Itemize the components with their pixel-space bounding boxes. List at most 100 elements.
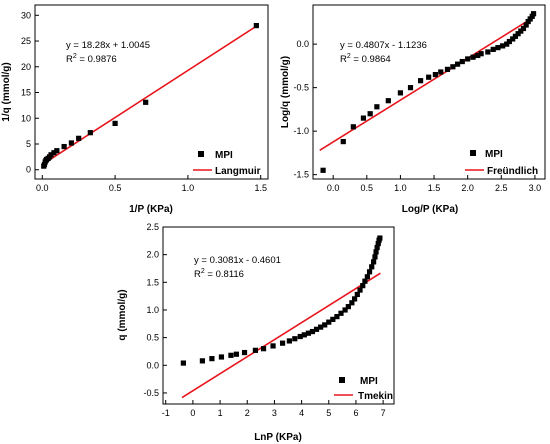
data-point [515, 31, 521, 37]
legend-label-mpi: MPI [360, 376, 378, 387]
langmuir-y-axis-label: 1/q (mmol/g) [1, 62, 12, 121]
y-tick-label: 0.0 [296, 39, 309, 49]
y-tick-label: 15 [21, 88, 31, 98]
data-point [233, 351, 239, 357]
data-point [504, 41, 510, 47]
data-point [218, 354, 225, 360]
data-point [228, 352, 234, 358]
x-tick-label: 2.0 [461, 183, 474, 193]
temkin-x-axis-label: LnP (KPa) [254, 432, 302, 443]
legend-marker-mpi [470, 150, 476, 156]
data-point [313, 326, 320, 332]
data-point [372, 254, 378, 260]
data-point [180, 360, 186, 366]
x-tick-label: 2 [245, 408, 250, 418]
data-point [374, 104, 380, 110]
y-tick-label: -1.0 [293, 126, 309, 136]
x-tick-label: 0.0 [36, 183, 49, 193]
data-point [432, 72, 438, 78]
temkin-r2: R2 = 0.8116 [194, 268, 244, 280]
data-point [87, 130, 93, 136]
y-tick-label: 1.0 [146, 305, 159, 315]
data-point [68, 140, 75, 146]
langmuir-legend: MPI Langmuir [193, 150, 261, 177]
freundlich-y-axis-label: Log/q (mmol/g) [280, 56, 291, 128]
data-point [338, 310, 344, 316]
data-point [490, 46, 496, 52]
x-tick-label: 5 [326, 408, 331, 418]
data-point [199, 358, 206, 364]
data-point [438, 69, 444, 75]
temkin-data-points [180, 235, 383, 366]
temkin-panel: -1 0 1 2 3 4 5 6 7 -0.5 0.0 0.5 1.0 1.5 2.0 2.5 y = 0.3… [117, 222, 395, 443]
langmuir-fit-line [41, 24, 259, 166]
legend-label-mpi: MPI [485, 149, 503, 160]
y-tick-label: 20 [21, 62, 31, 72]
x-tick-label: 0.5 [361, 183, 374, 193]
data-point [369, 264, 375, 270]
data-point [450, 64, 456, 70]
data-point [360, 115, 367, 121]
legend-marker-mpi [339, 377, 345, 383]
data-point [397, 90, 404, 96]
data-point [407, 85, 414, 91]
y-tick-label: 5 [26, 139, 31, 149]
y-tick-label: 0.5 [146, 333, 159, 343]
temkin-equation: y = 0.3081x - 0.4601 [194, 255, 281, 266]
data-point [465, 56, 471, 62]
data-point [322, 322, 328, 328]
data-point [527, 16, 533, 22]
data-point [340, 138, 346, 145]
temkin-fit-line [181, 272, 381, 399]
data-point [112, 120, 118, 127]
data-point [417, 78, 424, 84]
data-point [360, 283, 366, 289]
y-tick-label: 0 [26, 165, 31, 175]
data-point [385, 98, 391, 104]
data-point [334, 314, 340, 320]
legend-label-langmuir: Langmuir [215, 166, 261, 177]
y-tick-label: 30 [21, 10, 31, 20]
y-tick-label: -0.5 [293, 83, 309, 93]
data-point [326, 319, 332, 325]
freundlich-x-axis-label: Log/P (KPa) [402, 204, 458, 215]
data-point [520, 25, 527, 32]
data-point [525, 18, 531, 25]
data-point [485, 49, 491, 55]
freundlich-axes: 0.0 0.5 1.0 1.5 2.0 2.5 3.0 -1.5 -1.0 -0.5 0.0 [293, 39, 541, 193]
data-point [373, 249, 379, 255]
data-point [529, 13, 535, 19]
data-point [459, 58, 465, 65]
data-point [444, 66, 451, 72]
x-tick-label: 1.0 [394, 183, 407, 193]
data-point [143, 99, 149, 105]
data-point [260, 346, 267, 352]
data-point [510, 36, 516, 42]
data-point [253, 22, 259, 29]
data-point [371, 259, 377, 265]
x-tick-label: 0.5 [109, 183, 122, 193]
data-point [357, 287, 363, 293]
data-point [530, 11, 537, 17]
data-point [475, 52, 481, 59]
temkin-axes: -1 0 1 2 3 4 5 6 7 -0.5 0.0 0.5 1.0 1.5 2.0 2.5 [143, 222, 385, 418]
x-tick-label: 1.0 [182, 183, 195, 193]
data-point [342, 307, 348, 313]
data-point [374, 244, 380, 251]
langmuir-panel: 0.0 0.5 1.0 1.5 0 5 10 15 20 25 30 y = 18.28x + 1.… [1, 4, 269, 215]
freundlich-fit-line [319, 16, 534, 151]
langmuir-equation: y = 18.28x + 1.0045 [66, 40, 150, 51]
y-tick-label: -1.5 [293, 170, 309, 180]
data-point [354, 291, 360, 298]
data-point [366, 269, 373, 275]
temkin-legend: MPI Tmekin [334, 376, 393, 402]
data-point [367, 111, 373, 117]
freundlich-legend: MPI Freündlich [465, 149, 538, 177]
legend-marker-mpi [198, 151, 204, 157]
temkin-plot-frame [162, 226, 395, 405]
data-point [350, 124, 356, 130]
freundlich-r2: R2 = 0.9864 [340, 53, 391, 65]
x-tick-label: 3.0 [529, 183, 542, 193]
data-point [426, 74, 432, 80]
y-tick-label: 2.5 [146, 222, 159, 232]
